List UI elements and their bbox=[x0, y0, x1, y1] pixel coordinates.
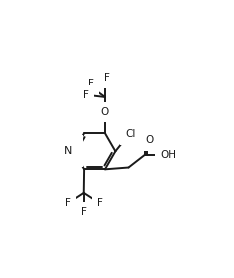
Text: O: O bbox=[101, 107, 109, 117]
Text: F: F bbox=[81, 207, 87, 217]
Text: Cl: Cl bbox=[126, 129, 136, 139]
Text: F: F bbox=[97, 198, 103, 207]
Text: F: F bbox=[88, 79, 93, 89]
Text: F: F bbox=[83, 90, 89, 100]
Text: OH: OH bbox=[161, 150, 176, 160]
Text: O: O bbox=[146, 135, 154, 145]
Text: F: F bbox=[104, 73, 110, 83]
Text: N: N bbox=[64, 146, 72, 156]
Text: F: F bbox=[65, 198, 71, 207]
